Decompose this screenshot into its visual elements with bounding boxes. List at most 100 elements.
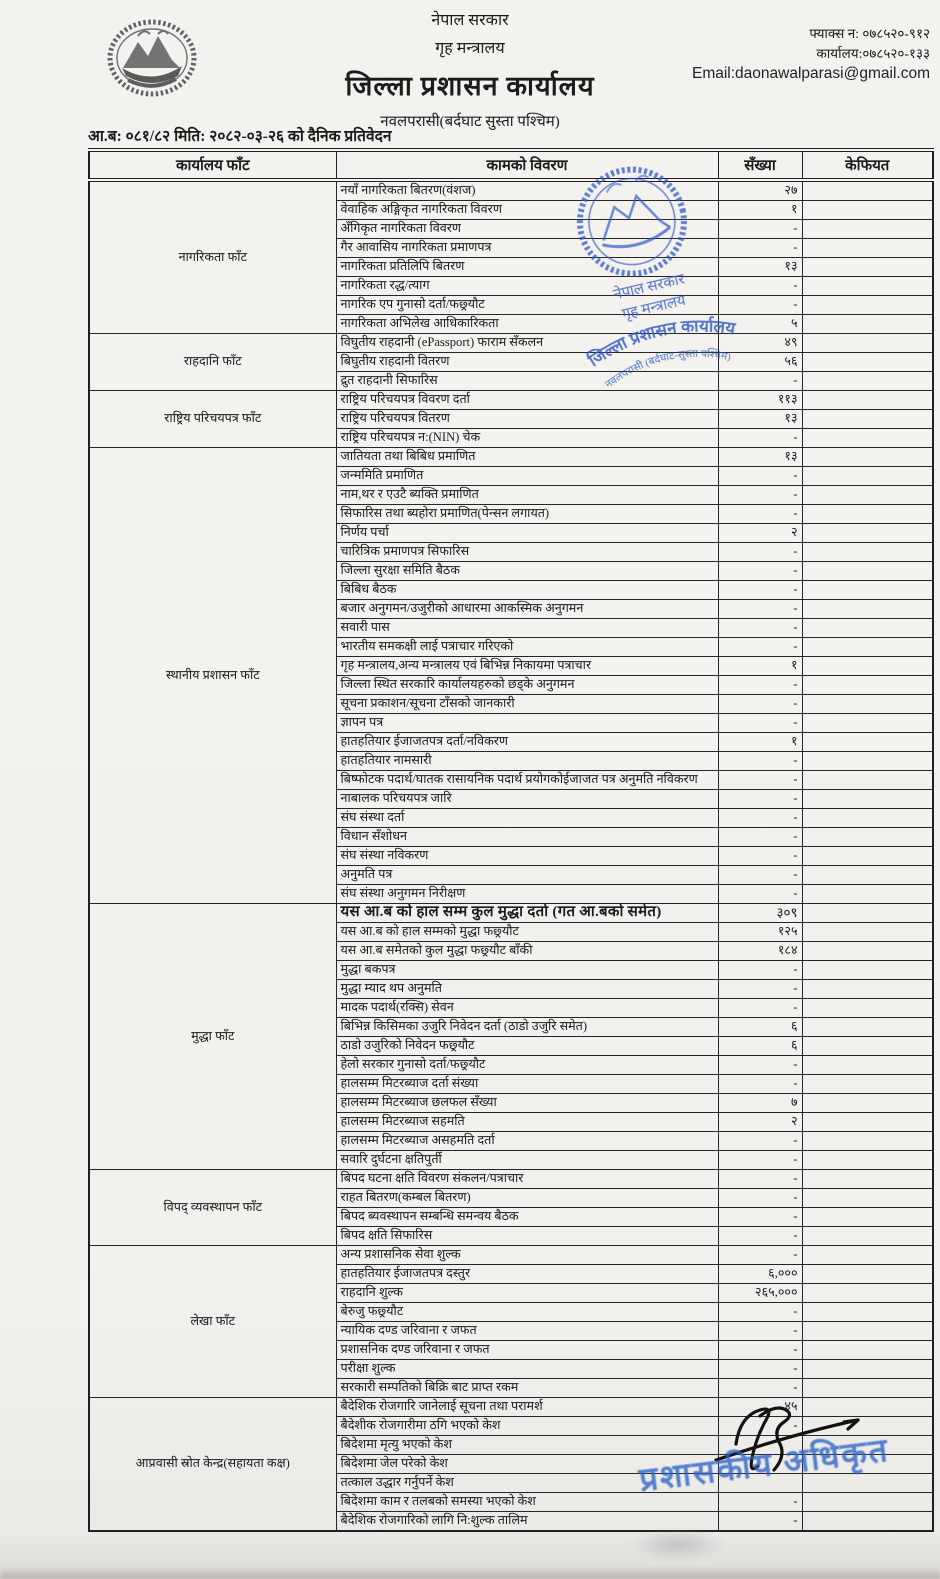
remark-cell <box>801 1264 934 1284</box>
count-cell: - <box>717 485 803 505</box>
count-cell: - <box>717 1226 803 1246</box>
count-cell: २ <box>717 1112 803 1132</box>
work-description-cell: निर्णय पर्चा <box>335 523 719 543</box>
remark-cell <box>801 409 934 429</box>
work-description-cell: राहत बितरण(कम्बल बितरण) <box>335 1188 719 1208</box>
table-row: मुद्धा फाँट यस आ.ब को हाल सम्म कुल मुद्धा… <box>88 903 934 1170</box>
table-row: संघ संस्था दर्ता - <box>89 808 934 828</box>
remark-cell <box>801 637 934 657</box>
work-description-cell: बिदेशमा काम र तलबको समस्या भएको केश <box>335 1492 719 1512</box>
remark-cell <box>801 1131 934 1151</box>
table-row: बजार अनुगमन/उजुरीको आधारमा आकस्मिक अनुगम… <box>89 599 934 619</box>
count-cell: - <box>717 371 803 391</box>
count-cell: १ <box>717 732 803 752</box>
table-row: चारित्रिक प्रमाणपत्र सिफारिस - <box>89 542 934 562</box>
office-address: नवलपरासी(बर्दघाट सुस्ता पश्चिम) <box>380 114 560 130</box>
remark-cell <box>801 884 934 904</box>
remark-cell <box>801 466 934 486</box>
remark-cell <box>801 295 934 315</box>
count-cell: - <box>717 580 803 600</box>
count-cell: - <box>717 1150 803 1170</box>
remark-cell <box>801 200 934 220</box>
count-cell: - <box>717 599 803 619</box>
work-description-cell: हालसम्म मिटरब्याज दर्ता संख्या <box>335 1074 719 1094</box>
work-description-cell: परीक्षा शुल्क <box>335 1359 719 1379</box>
table-row: बिघुतीय राहदानी वितरण ५६ <box>89 352 934 372</box>
remark-cell <box>801 675 934 695</box>
table-row: राहत बितरण(कम्बल बितरण) - <box>89 1188 934 1208</box>
remark-cell <box>801 694 934 714</box>
count-cell: - <box>717 1207 803 1227</box>
count-cell: - <box>717 979 803 999</box>
remark-cell <box>801 979 934 999</box>
section-name-cell: लेखा फाँट <box>88 1245 337 1398</box>
remark-cell <box>801 713 934 733</box>
work-description-cell: बिपद ब्यवस्थापन सम्बन्धि समन्वय बैठक <box>335 1207 719 1227</box>
email-address: Email:daonawalparasi@gmail.com <box>691 64 930 82</box>
letterhead: नेपाल सरकार गृह मन्त्रालय जिल्ला प्रशासन… <box>270 8 670 131</box>
remark-cell <box>801 846 934 866</box>
report-title-line: आ.ब: ०८१/८२ मिति: २०८२-०३-२६ को दैनिक प्… <box>88 128 392 145</box>
nepal-emblem-logo <box>107 19 197 97</box>
count-cell: - <box>717 1302 803 1322</box>
count-cell: - <box>717 1055 803 1075</box>
table-row: आप्रवासी स्रोत केन्द्र(सहायता कक्ष) बैदेश… <box>88 1397 934 1532</box>
report-table-body: नागरिकता फाँट नयाँ नागरिकता बितरण(वंशज) २७… <box>88 179 934 1532</box>
remark-cell <box>801 428 934 448</box>
count-cell: - <box>717 561 803 581</box>
count-cell: - <box>717 504 803 524</box>
remark-cell <box>801 941 934 961</box>
work-description-cell: बजार अनुगमन/उजुरीको आधारमा आकस्मिक अनुगम… <box>335 599 719 619</box>
work-description-cell: बैदेशिक रोजगारिको लागि नि:शुल्क तालिम <box>335 1511 719 1532</box>
count-cell: - <box>717 1074 803 1094</box>
table-row: तत्काल उद्धार गर्नुपर्ने केश <box>89 1473 934 1493</box>
count-cell: - <box>717 1188 803 1208</box>
remark-cell <box>801 1207 934 1227</box>
work-description-cell: सवारी पास <box>335 618 719 638</box>
government-name: नेपाल सरकार <box>431 12 509 29</box>
table-row: बिदेशमा काम र तलबको समस्या भएको केश - <box>89 1492 934 1512</box>
section-name-cell: राहदानि फाँट <box>88 333 337 391</box>
section-name-cell: स्थानीय प्रशासन फाँट <box>88 447 337 904</box>
col-remarks: केफियत <box>801 148 934 182</box>
table-row: लेखा फाँट अन्य प्रशासनिक सेवा शुल्क - <box>88 1245 934 1398</box>
work-description-cell: बिभिन्न किसिमका उजुरि निवेदन दर्ता (ठाडो… <box>335 1017 719 1037</box>
remark-cell <box>801 732 934 752</box>
work-description-cell: बिपद क्षति सिफारिस <box>335 1226 719 1246</box>
work-description-cell: द्रुत राहदानी सिफारिस <box>335 371 719 391</box>
count-cell: ४९ <box>717 333 803 353</box>
section-name-cell: मुद्धा फाँट <box>88 903 337 1170</box>
work-description-cell: नागरिकता रद्ध/त्याग <box>335 276 719 296</box>
work-description-cell: बैदेशीक रोजगारीमा ठगि भएको केश <box>335 1416 719 1436</box>
table-row: राहदानि फाँट विघुतीय राहदानी (ePassport) … <box>88 333 934 391</box>
table-row: सिफारिस तथा ब्यहोरा प्रमाणित(पेन्सन लगाय… <box>89 504 934 524</box>
remark-cell <box>801 1150 934 1170</box>
count-cell: - <box>717 542 803 562</box>
work-description-cell: वेवाहिक अङ्गिकृत नागरिकता विवरण <box>335 200 719 220</box>
remark-cell <box>801 656 934 676</box>
work-description-cell: विधान सँशोधन <box>335 827 719 847</box>
remark-cell <box>801 447 934 467</box>
table-row: सरकारी सम्पतिको बिक्रि बाट प्राप्त रकम - <box>89 1378 934 1398</box>
table-row: भारतीय समकक्षी लाई पत्राचार गरिएको - <box>89 637 934 657</box>
remark-cell <box>801 504 934 524</box>
count-cell: ६,००० <box>717 1264 803 1284</box>
section-name-cell: आप्रवासी स्रोत केन्द्र(सहायता कक्ष) <box>88 1397 337 1532</box>
work-description-cell: नागरिक एप गुनासो दर्ता/फछ्र्यौट <box>335 295 719 315</box>
work-description-cell: सूचना प्रकाशन/सूचना टाँसको जानकारी <box>335 694 719 714</box>
work-description-cell: बिपद घटना क्षति विवरण संकलन/पत्राचार <box>335 1169 719 1189</box>
count-cell: - <box>717 466 803 486</box>
work-description-cell: बिबिध बैठक <box>335 580 719 600</box>
count-cell: - <box>717 1321 803 1341</box>
count-cell: - <box>717 827 803 847</box>
table-row: जन्ममिति प्रमाणित - <box>89 466 934 486</box>
count-cell: ११३ <box>717 390 803 410</box>
col-office-section: कार्यालय फाँट <box>88 148 337 182</box>
work-description-cell: अँगिकृत नागरिकता विवरण <box>335 219 719 239</box>
count-cell: ४५ <box>717 1397 803 1417</box>
remark-cell <box>801 314 934 334</box>
table-row: राष्ट्रिय परिचयपत्र न:(NIN) चेक - <box>89 428 934 448</box>
table-row: प्रशासनिक दण्ड जरिवाना र जफत - <box>89 1340 934 1360</box>
work-description-cell: प्रशासनिक दण्ड जरिवाना र जफत <box>335 1340 719 1360</box>
section-name-cell: नागरिकता फाँट <box>88 179 337 334</box>
